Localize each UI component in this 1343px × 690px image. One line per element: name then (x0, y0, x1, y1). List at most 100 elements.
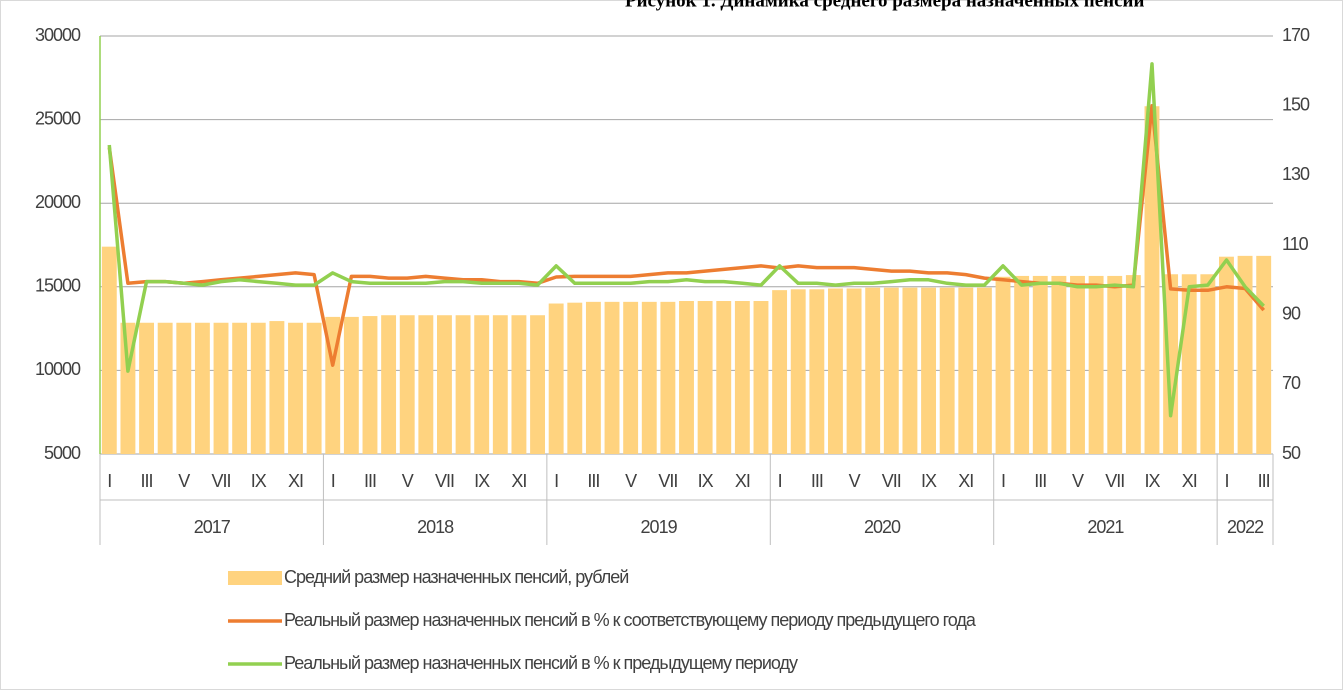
y-tick-label: 10000 (35, 359, 81, 379)
x-tick-label: IX (251, 471, 267, 491)
bar (1200, 274, 1216, 454)
year-label: 2020 (864, 517, 901, 537)
bar (1237, 255, 1253, 454)
bar (1125, 275, 1141, 454)
x-tick-label: IX (474, 471, 490, 491)
x-tick-label: I (554, 471, 558, 491)
bar (716, 301, 732, 454)
bar (381, 315, 397, 454)
y2-tick-label: 70 (1282, 373, 1301, 393)
x-tick-label: IX (1144, 471, 1160, 491)
bar (1051, 275, 1067, 454)
x-tick-label: III (1034, 471, 1046, 491)
x-tick-label: I (1001, 471, 1005, 491)
bar (492, 315, 508, 454)
x-tick-label: VII (212, 471, 231, 491)
bar (1256, 255, 1272, 454)
bar (418, 315, 434, 454)
bar (213, 322, 229, 454)
y-tick-label: 30000 (35, 25, 81, 45)
bar (995, 276, 1011, 454)
bar (194, 322, 210, 454)
bar (865, 287, 881, 454)
bar (846, 288, 862, 454)
bar (772, 290, 788, 454)
bar (958, 287, 974, 454)
bar (902, 287, 918, 454)
bar (1144, 106, 1160, 454)
bar (883, 287, 899, 454)
x-tick-label: III (587, 471, 599, 491)
bar (269, 321, 285, 454)
chart-title: Рисунок 1. Динамика среднего размера наз… (625, 0, 1144, 11)
bar (232, 322, 248, 454)
bar (139, 322, 154, 454)
y2-tick-label: 130 (1282, 164, 1310, 184)
x-tick-label: VII (658, 471, 677, 491)
x-tick-label: I (778, 471, 782, 491)
bar (660, 301, 676, 454)
bar (176, 322, 192, 454)
x-tick-label: IX (921, 471, 937, 491)
legend-swatch (228, 571, 282, 585)
bar (157, 322, 173, 454)
legend-label: Реальный размер назначенных пенсий в % к… (284, 653, 798, 673)
bar (306, 322, 322, 454)
x-tick-label: I (1224, 471, 1228, 491)
bar (101, 246, 117, 454)
line (107, 62, 1265, 418)
bar (530, 315, 545, 454)
x-tick-label: I (107, 471, 111, 491)
y2-tick-label: 110 (1282, 234, 1309, 254)
x-tick-label: IX (698, 471, 714, 491)
bar (548, 303, 564, 454)
bar (511, 315, 527, 454)
y2-tick-label: 170 (1282, 25, 1310, 45)
y2-tick-label: 50 (1282, 443, 1301, 463)
y2-tick-label: 90 (1282, 303, 1301, 323)
x-tick-label: VII (435, 471, 454, 491)
bar (976, 287, 992, 454)
bar (697, 301, 713, 454)
x-tick-label: VII (882, 471, 901, 491)
bar (828, 288, 843, 454)
bar (1070, 275, 1085, 454)
bar (437, 315, 452, 454)
bar (288, 322, 303, 454)
bar (734, 301, 750, 454)
bar (250, 322, 266, 454)
year-label: 2022 (1227, 517, 1264, 537)
y-tick-label: 20000 (35, 192, 81, 212)
x-tick-label: V (625, 471, 637, 491)
bar (753, 301, 769, 454)
bar (1032, 275, 1048, 454)
bar (1181, 274, 1197, 454)
x-tick-label: V (402, 471, 414, 491)
x-tick-label: III (1258, 471, 1270, 491)
bar (921, 287, 936, 454)
bar (585, 301, 601, 454)
x-tick-label: XI (958, 471, 973, 491)
bar (679, 301, 694, 454)
year-label: 2017 (194, 517, 231, 537)
bar (939, 287, 955, 454)
year-label: 2019 (641, 517, 678, 537)
bar (362, 316, 378, 454)
x-tick-label: V (849, 471, 861, 491)
y-tick-label: 25000 (35, 108, 81, 128)
y-tick-label: 5000 (44, 443, 81, 463)
x-tick-label: V (178, 471, 190, 491)
bar (623, 301, 639, 454)
y-tick-label: 15000 (35, 276, 81, 296)
x-tick-label: I (331, 471, 335, 491)
year-label: 2021 (1087, 517, 1124, 537)
bar (641, 301, 657, 454)
bar (1014, 275, 1030, 454)
bar (1107, 275, 1123, 454)
bar (604, 301, 620, 454)
bar (567, 302, 583, 454)
bar (809, 289, 825, 454)
bar (474, 315, 490, 454)
bar (455, 315, 471, 454)
